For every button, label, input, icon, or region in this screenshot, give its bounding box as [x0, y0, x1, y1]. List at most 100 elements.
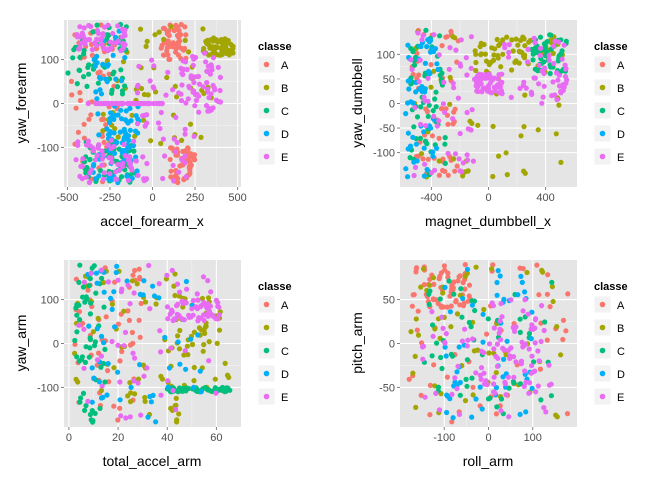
scatter-point-e — [507, 353, 513, 359]
scatter-point-e — [446, 66, 452, 72]
y-tick-label: -100 — [37, 142, 59, 154]
scatter-point-a — [137, 276, 143, 282]
scatter-point-d — [403, 166, 409, 172]
scatter-point-d — [117, 129, 123, 135]
scatter-point-b — [498, 64, 504, 70]
scatter-point-c — [97, 405, 103, 411]
scatter-point-c — [109, 87, 115, 93]
scatter-point-a — [444, 374, 450, 380]
scatter-point-a — [436, 135, 442, 141]
scatter-point-d — [456, 344, 462, 350]
scatter-point-c — [542, 44, 548, 50]
scatter-point-e — [215, 303, 221, 309]
scatter-point-b — [408, 329, 414, 335]
scatter-point-b — [159, 376, 166, 382]
scatter-point-e — [511, 328, 518, 334]
scatter-point-e — [135, 121, 141, 127]
scatter-point-e — [127, 301, 133, 307]
scatter-point-c — [451, 291, 457, 297]
scatter-point-e — [450, 80, 456, 86]
scatter-point-b — [220, 37, 226, 44]
scatter-point-c — [407, 155, 413, 161]
scatter-point-d — [165, 384, 171, 390]
scatter-point-a — [136, 317, 142, 323]
scatter-point-d — [162, 334, 168, 341]
scatter-point-e — [165, 378, 171, 384]
scatter-point-c — [472, 307, 478, 314]
scatter-point-d — [418, 43, 424, 50]
scatter-point-a — [450, 121, 456, 127]
scatter-point-e — [111, 143, 117, 150]
scatter-point-a — [457, 302, 463, 308]
scatter-point-e — [529, 363, 535, 369]
scatter-point-e — [180, 58, 186, 64]
scatter-point-e — [107, 171, 113, 177]
scatter-point-d — [183, 278, 189, 285]
scatter-point-c — [423, 27, 429, 33]
scatter-point-e — [94, 27, 100, 34]
scatter-point-e — [77, 45, 83, 51]
scatter-point-b — [430, 275, 436, 281]
y-tick-label: -50 — [379, 382, 395, 394]
scatter-point-c — [87, 311, 93, 317]
scatter-point-e — [506, 414, 512, 420]
scatter-point-e — [433, 390, 439, 396]
scatter-point-e — [188, 314, 194, 320]
scatter-point-e — [156, 281, 162, 287]
scatter-point-b — [412, 353, 418, 359]
legend-label: D — [617, 129, 625, 141]
scatter-point-e — [420, 356, 426, 362]
scatter-point-e — [131, 138, 137, 144]
scatter-point-d — [112, 34, 119, 40]
scatter-point-b — [428, 84, 434, 90]
scatter-point-b — [104, 58, 110, 64]
scatter-point-a — [451, 279, 457, 285]
scatter-point-d — [137, 362, 143, 368]
scatter-point-b — [204, 40, 210, 47]
scatter-point-c — [532, 45, 539, 51]
scatter-point-e — [506, 42, 512, 48]
scatter-point-e — [88, 270, 94, 276]
scatter-point-a — [455, 278, 461, 284]
scatter-point-b — [191, 329, 197, 335]
scatter-point-d — [105, 361, 111, 367]
scatter-point-d — [121, 148, 127, 154]
scatter-point-e — [205, 278, 211, 284]
scatter-point-a — [442, 267, 448, 273]
scatter-point-b — [174, 94, 180, 100]
scatter-point-b — [553, 131, 559, 137]
scatter-point-b — [172, 271, 178, 277]
scatter-point-c — [547, 32, 553, 38]
scatter-point-a — [77, 97, 83, 104]
scatter-point-b — [212, 376, 218, 382]
x-tick-label: 60 — [210, 432, 222, 444]
scatter-point-e — [453, 47, 459, 53]
scatter-point-a — [415, 308, 421, 314]
scatter-point-b — [415, 332, 422, 338]
scatter-point-b — [201, 342, 207, 348]
scatter-point-e — [522, 368, 528, 374]
scatter-point-e — [182, 348, 188, 354]
scatter-point-b — [521, 53, 527, 59]
scatter-point-d — [94, 326, 100, 332]
scatter-point-b — [129, 278, 135, 284]
scatter-point-d — [103, 76, 109, 82]
scatter-point-b — [127, 380, 133, 386]
scatter-point-e — [170, 87, 176, 93]
scatter-point-e — [203, 59, 209, 65]
scatter-point-b — [473, 51, 479, 57]
scatter-point-a — [484, 331, 490, 337]
scatter-point-e — [157, 328, 163, 334]
scatter-point-c — [80, 390, 87, 396]
scatter-point-a — [103, 314, 109, 320]
scatter-point-d — [91, 375, 97, 381]
scatter-point-d — [113, 76, 119, 82]
scatter-point-b — [521, 124, 527, 130]
scatter-point-b — [510, 48, 516, 54]
chart-panel-1: -500 -250 0 250 500 -100 0 100 accel_forearm_x… — [13, 20, 298, 229]
scatter-point-d — [428, 125, 434, 131]
scatter-point-e — [546, 382, 553, 388]
scatter-point-e — [425, 75, 431, 81]
scatter-point-c — [206, 387, 212, 393]
